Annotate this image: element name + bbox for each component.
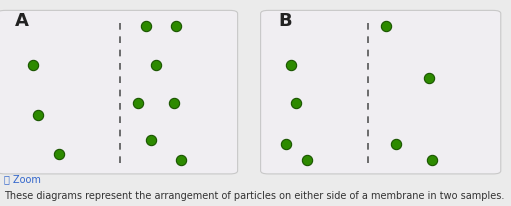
Point	[425, 77, 433, 80]
Point	[34, 114, 42, 117]
Point	[382, 25, 390, 28]
Point	[303, 159, 311, 162]
Point	[392, 143, 400, 146]
FancyBboxPatch shape	[261, 11, 501, 174]
Text: B: B	[278, 12, 292, 29]
Point	[428, 159, 436, 162]
Text: A: A	[15, 12, 29, 29]
Point	[55, 153, 63, 156]
Point	[287, 64, 295, 68]
Point	[170, 101, 178, 105]
Point	[134, 101, 142, 105]
Point	[172, 25, 180, 28]
Text: 🔍 Zoom: 🔍 Zoom	[4, 173, 41, 183]
Point	[147, 138, 155, 142]
Point	[177, 159, 185, 162]
Text: These diagrams represent the arrangement of particles on either side of a membra: These diagrams represent the arrangement…	[4, 190, 504, 200]
FancyBboxPatch shape	[0, 11, 238, 174]
Point	[292, 101, 300, 105]
Point	[282, 143, 290, 146]
Point	[29, 64, 37, 68]
Point	[142, 25, 150, 28]
Point	[152, 64, 160, 68]
